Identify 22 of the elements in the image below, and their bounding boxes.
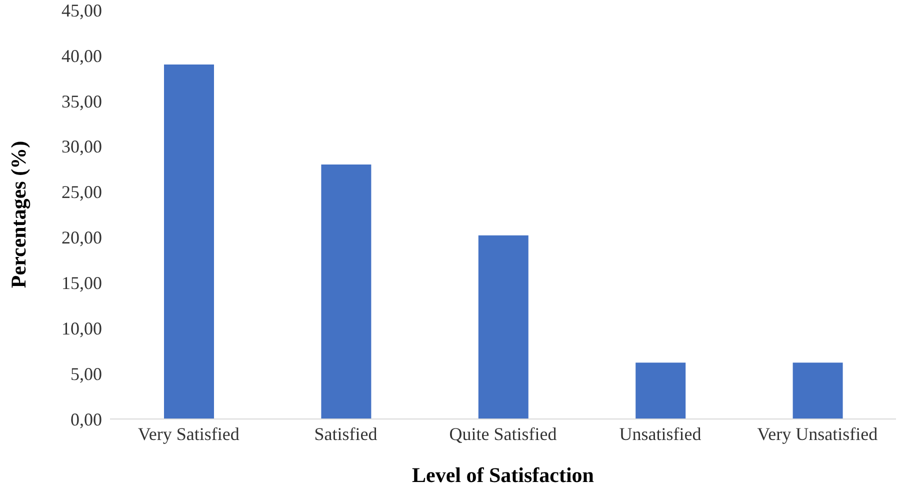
x-tick-label: Unsatisfied [619,424,702,444]
bar [636,362,686,419]
x-tick-label: Very Satisfied [138,424,240,444]
bar [792,362,843,419]
y-tick-label: 25,00 [62,182,102,202]
y-tick-label: 30,00 [62,136,102,157]
x-tick-label: Quite Satisfied [449,424,557,444]
y-tick-label: 15,00 [62,273,102,294]
y-tick-label: 45,00 [62,0,102,20]
bar [164,64,214,419]
y-tick-label: 35,00 [62,91,102,112]
x-tick-label: Very Unsatisfied [757,424,878,444]
y-tick-label: 20,00 [62,228,102,248]
y-axis-title: Percentages (%) [6,140,30,288]
x-axis-title: Level of Satisfaction [412,463,594,487]
y-tick-label: 0,00 [70,409,102,430]
y-tick-label: 5,00 [70,364,102,384]
bar [478,235,528,419]
y-tick-label: 40,00 [62,46,102,66]
y-tick-label: 10,00 [62,318,102,338]
bar [321,164,372,419]
x-tick-label: Satisfied [314,424,378,444]
